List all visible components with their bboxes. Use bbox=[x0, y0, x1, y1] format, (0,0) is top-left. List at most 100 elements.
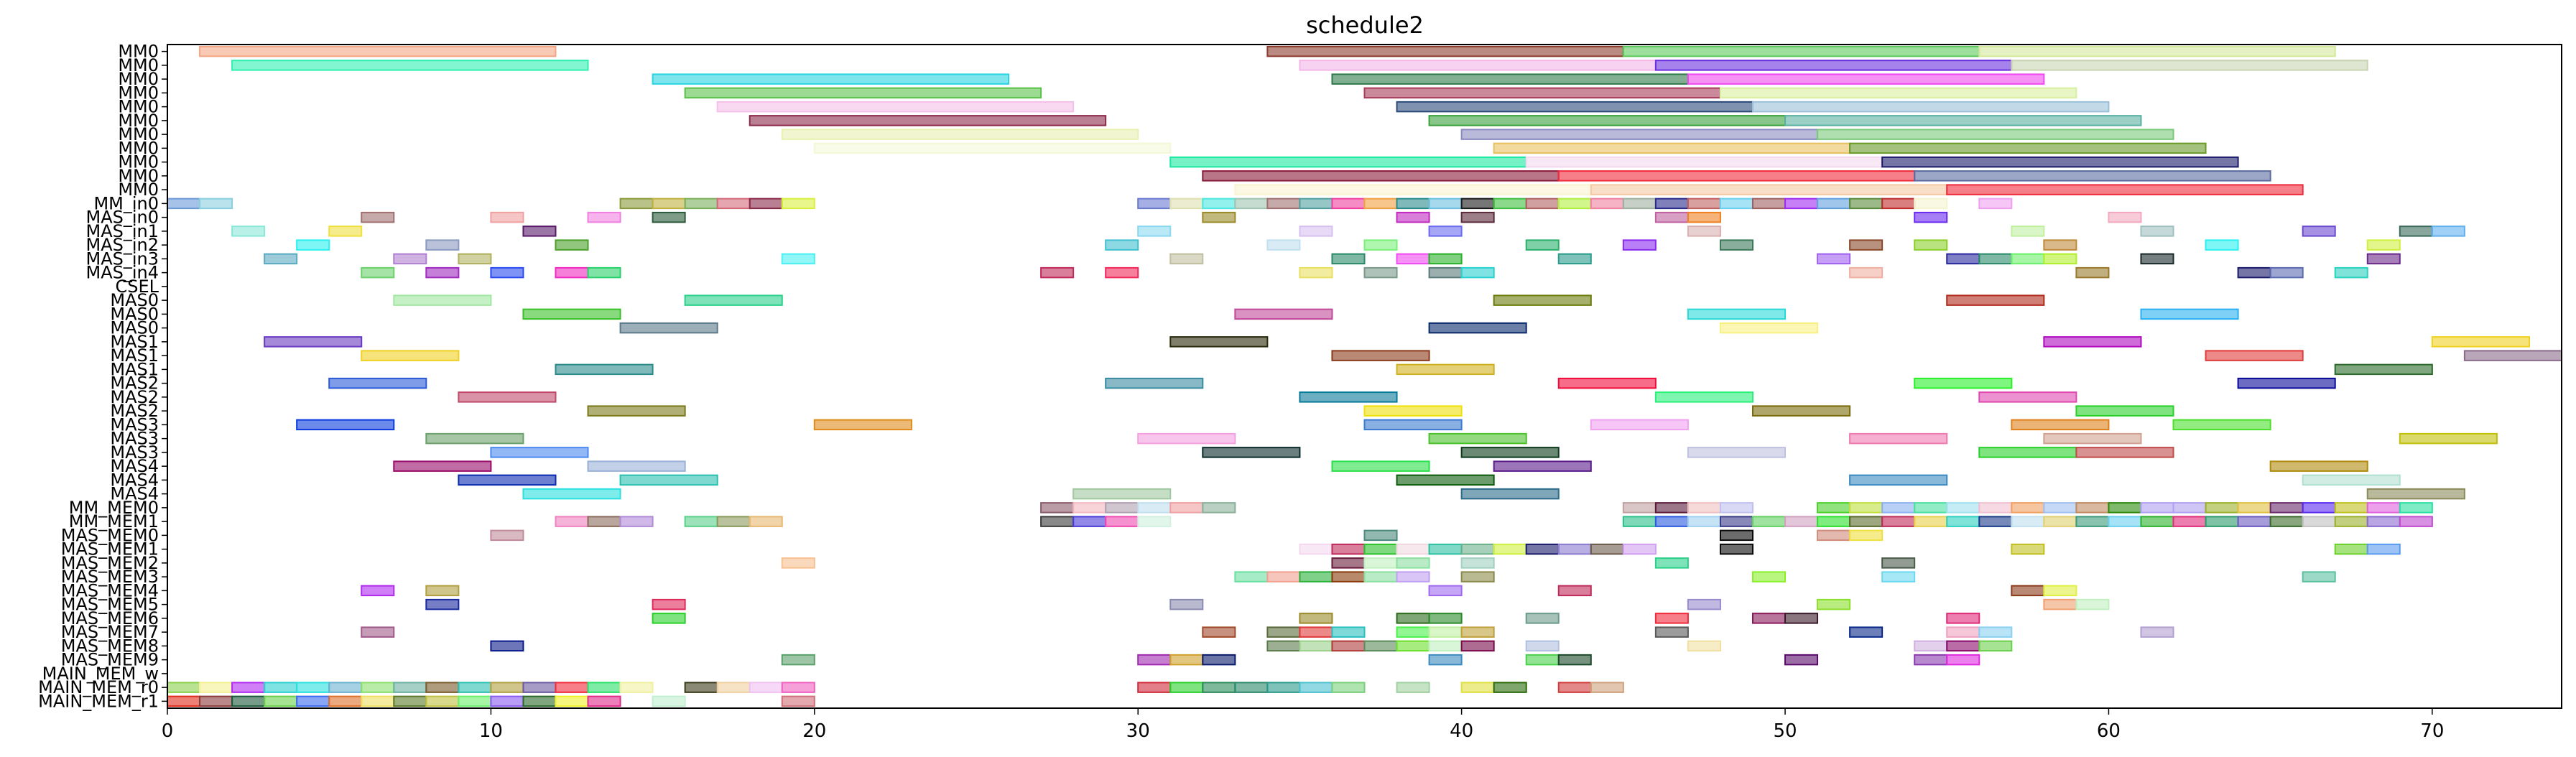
task-bar bbox=[1460, 557, 1495, 569]
task-bar bbox=[2011, 502, 2045, 514]
task-bar bbox=[2334, 266, 2368, 279]
task-bar bbox=[1428, 613, 1463, 624]
task-bar bbox=[1881, 502, 1916, 514]
task-bar bbox=[1557, 198, 1592, 210]
task-bar bbox=[1040, 516, 1075, 527]
task-bar bbox=[1751, 613, 1787, 624]
task-bar bbox=[749, 516, 783, 527]
task-bar bbox=[1751, 405, 1851, 417]
task-bar bbox=[587, 460, 686, 472]
task-bar bbox=[1881, 156, 2239, 168]
task-bar bbox=[1719, 502, 1753, 514]
task-bar bbox=[1331, 682, 1366, 693]
task-bar bbox=[2140, 253, 2174, 265]
task-bar bbox=[2366, 543, 2401, 555]
task-bar bbox=[361, 695, 395, 707]
task-bar bbox=[1428, 115, 1787, 126]
task-bar bbox=[1137, 432, 1236, 445]
task-bar bbox=[2205, 502, 2239, 514]
task-bar bbox=[1687, 308, 1787, 320]
x-tick-label: 70 bbox=[2420, 720, 2444, 742]
y-tick-label: MM0 bbox=[118, 138, 159, 158]
y-tick-label: MM0 bbox=[118, 124, 159, 144]
task-bar bbox=[749, 198, 783, 210]
task-bar bbox=[1849, 502, 1884, 514]
task-bar bbox=[425, 266, 460, 279]
task-bar bbox=[1719, 543, 1753, 555]
task-bar bbox=[1493, 142, 1851, 154]
task-bar bbox=[1978, 198, 2013, 210]
y-tick-label: MM0 bbox=[118, 152, 159, 172]
task-bar bbox=[684, 682, 718, 693]
task-bar bbox=[555, 682, 589, 693]
task-bar bbox=[1978, 45, 2336, 57]
task-bar bbox=[1460, 626, 1495, 638]
task-bar bbox=[1105, 516, 1139, 527]
task-bar bbox=[1784, 516, 1819, 527]
task-bar bbox=[1654, 502, 1689, 514]
task-bar bbox=[1557, 654, 1592, 666]
task-bar bbox=[1849, 142, 2207, 154]
task-bar bbox=[1137, 226, 1172, 237]
task-bar bbox=[1137, 654, 1172, 666]
task-bar bbox=[1525, 239, 1560, 251]
task-bar bbox=[1299, 60, 1657, 71]
task-bar bbox=[1590, 419, 1689, 431]
y-tick-label: MAS_MEM8 bbox=[61, 636, 159, 656]
task-bar bbox=[1428, 585, 1463, 597]
task-bar bbox=[1460, 488, 1560, 500]
task-bar bbox=[1849, 239, 1884, 251]
task-bar bbox=[231, 226, 266, 237]
task-bar bbox=[619, 682, 654, 693]
y-tick-label: MAS4 bbox=[110, 456, 159, 476]
task-bar bbox=[1072, 502, 1107, 514]
task-bar bbox=[1169, 682, 1204, 693]
task-bar bbox=[2334, 363, 2433, 376]
task-bar bbox=[1687, 73, 2045, 85]
task-bar bbox=[199, 198, 233, 210]
y-tick-label: MAS2 bbox=[110, 401, 159, 421]
task-bar bbox=[1363, 419, 1463, 431]
y-tick-label: MAS1 bbox=[110, 359, 159, 379]
task-bar bbox=[1817, 502, 1851, 514]
task-bar bbox=[1719, 198, 1753, 210]
task-bar bbox=[619, 516, 654, 527]
task-bar bbox=[1946, 613, 1980, 624]
task-bar bbox=[264, 336, 363, 348]
task-bar bbox=[1978, 516, 2013, 527]
task-bar bbox=[490, 266, 524, 279]
task-bar bbox=[619, 322, 718, 334]
task-bar bbox=[652, 695, 686, 707]
y-tick-label: MAS_MEM1 bbox=[61, 539, 159, 559]
task-bar bbox=[490, 529, 524, 542]
task-bar bbox=[1396, 626, 1430, 638]
task-bar bbox=[490, 447, 589, 458]
task-bar bbox=[1978, 391, 2077, 403]
task-bar bbox=[2075, 447, 2174, 458]
task-bar bbox=[1266, 571, 1301, 582]
task-bar bbox=[1557, 170, 1916, 182]
task-bar bbox=[1946, 516, 1980, 527]
task-bar bbox=[1849, 432, 1948, 445]
task-bar bbox=[1428, 253, 1463, 265]
task-bar bbox=[2043, 585, 2077, 597]
task-bar bbox=[652, 211, 686, 223]
y-tick-label: MAS_MEM3 bbox=[61, 567, 159, 587]
task-bar bbox=[1525, 198, 1560, 210]
task-bar bbox=[781, 129, 1139, 140]
task-bar bbox=[264, 253, 298, 265]
task-bar bbox=[684, 516, 718, 527]
task-bar bbox=[1363, 640, 1398, 652]
task-bar bbox=[328, 695, 363, 707]
y-tick-label: MAS0 bbox=[110, 290, 159, 310]
task-bar bbox=[1817, 516, 1851, 527]
task-bar bbox=[1817, 529, 1851, 542]
task-bar bbox=[2172, 516, 2207, 527]
task-bar bbox=[1687, 502, 1721, 514]
task-bar bbox=[2302, 474, 2401, 486]
task-bar bbox=[587, 516, 621, 527]
y-tick-label: MAS1 bbox=[110, 345, 159, 366]
y-tick-label: MAS0 bbox=[110, 304, 159, 324]
task-bar bbox=[1525, 654, 1560, 666]
y-tick-label: MM0 bbox=[118, 83, 159, 103]
